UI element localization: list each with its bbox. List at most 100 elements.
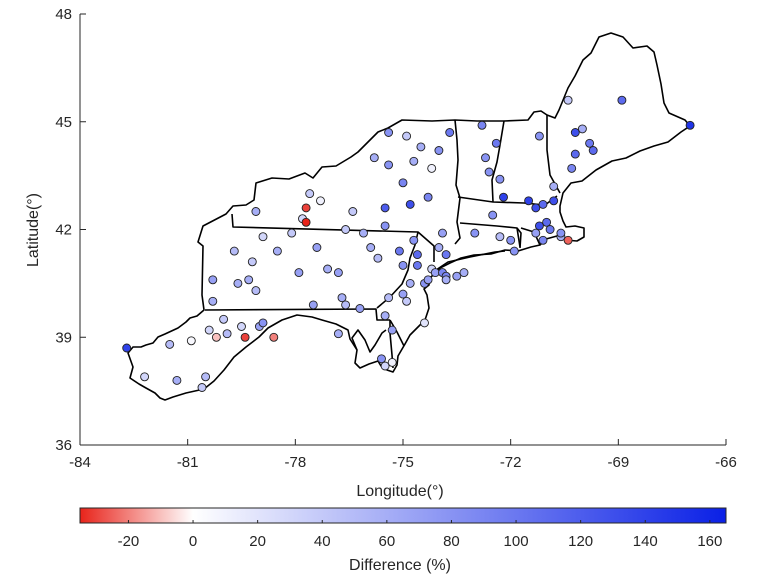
station-point — [323, 264, 333, 274]
station-point — [377, 354, 386, 364]
y-axis-label: Latitude(°) — [25, 193, 42, 267]
station-point — [197, 383, 207, 392]
station-point — [258, 232, 268, 242]
station-point — [305, 189, 315, 199]
station-point — [434, 146, 444, 155]
station-point — [549, 181, 559, 191]
station-point — [251, 207, 261, 216]
station-point — [122, 343, 132, 353]
station-point — [412, 260, 422, 270]
station-point — [438, 228, 447, 238]
colorbar-tick-label: 80 — [443, 533, 460, 550]
station-point — [369, 153, 379, 163]
station-point — [312, 243, 322, 252]
station-point — [380, 203, 390, 213]
station-point — [402, 131, 412, 141]
state-border-ny-vt — [454, 119, 461, 245]
station-point — [380, 311, 390, 321]
station-point — [394, 246, 404, 256]
station-point — [387, 325, 397, 335]
station-point — [373, 253, 383, 263]
station-point — [470, 228, 480, 238]
station-point — [477, 120, 487, 130]
station-point — [409, 156, 419, 166]
state-border-ct-ri — [516, 227, 521, 248]
station-point — [481, 153, 490, 163]
station-point — [423, 192, 433, 202]
station-point — [542, 217, 552, 227]
station-point — [617, 95, 627, 105]
station-point — [316, 196, 325, 206]
station-point — [244, 275, 254, 285]
station-point — [685, 120, 695, 130]
chesapeake-bay-shore — [351, 329, 387, 353]
station-point — [398, 260, 408, 270]
x-axis-ticks: -84 -81 -78 -75 -72 -69 -66 — [69, 439, 737, 471]
station-point — [366, 243, 376, 252]
station-point — [359, 228, 368, 238]
station-point — [380, 221, 390, 231]
station-point — [585, 138, 595, 148]
station-points — [122, 95, 695, 392]
station-point — [531, 203, 541, 213]
station-point — [427, 163, 437, 173]
station-point — [534, 131, 544, 141]
station-point — [237, 322, 246, 331]
station-point — [211, 332, 221, 342]
station-point — [488, 210, 498, 220]
colorbar-tick-label: 60 — [379, 533, 396, 550]
station-point — [201, 372, 211, 382]
station-point — [495, 174, 505, 184]
x-tick-label: -69 — [607, 454, 629, 471]
y-tick-label: 42 — [55, 222, 72, 239]
station-point — [405, 278, 415, 288]
x-axis-label: Longitude(°) — [356, 483, 443, 500]
station-point — [570, 128, 580, 137]
station-point — [308, 300, 318, 310]
station-point — [563, 235, 573, 245]
y-tick-label: 39 — [55, 329, 72, 346]
station-point — [208, 296, 218, 306]
y-tick-label: 36 — [55, 437, 72, 454]
station-point — [459, 268, 469, 278]
station-point — [484, 167, 494, 177]
state-border-vt-nh — [491, 120, 505, 203]
colorbar — [79, 507, 727, 524]
y-tick-label: 45 — [55, 114, 72, 131]
station-point — [165, 339, 175, 349]
station-point — [251, 286, 261, 296]
station-point — [341, 225, 351, 234]
station-point — [538, 199, 548, 209]
station-point — [301, 203, 311, 213]
station-point — [509, 246, 519, 256]
station-point — [577, 124, 587, 134]
station-point — [240, 332, 250, 342]
northeast-us-state-map — [127, 32, 691, 401]
station-point — [380, 361, 390, 371]
colorbar-tick-label: 40 — [314, 533, 331, 550]
station-point — [140, 372, 150, 382]
station-point — [441, 275, 451, 285]
x-tick-label: -84 — [69, 454, 91, 471]
station-point — [534, 221, 544, 231]
station-point — [333, 329, 343, 339]
x-tick-label: -72 — [500, 454, 522, 471]
station-point — [420, 318, 429, 328]
station-point — [229, 246, 239, 256]
station-point — [563, 95, 573, 105]
x-tick-label: -81 — [177, 454, 199, 471]
state-border-nh-me — [546, 115, 561, 194]
station-point — [258, 318, 268, 328]
colorbar-tick-label: -20 — [118, 533, 140, 550]
state-border-pa-south — [204, 308, 390, 321]
x-tick-label: -66 — [715, 454, 737, 471]
y-axis-ticks: 36 39 42 45 48 — [55, 6, 86, 454]
station-point — [506, 235, 516, 245]
station-point — [545, 225, 555, 234]
station-point — [222, 329, 232, 339]
station-point — [556, 228, 566, 238]
station-point — [402, 296, 412, 306]
station-point — [172, 375, 182, 385]
colorbar-tick-label: 160 — [697, 533, 722, 550]
